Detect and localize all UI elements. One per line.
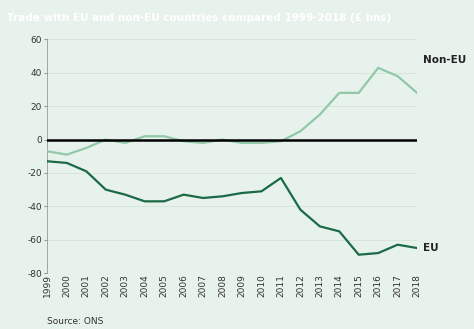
Text: Trade with EU and non-EU countries compared 1999-2018 (£ bns): Trade with EU and non-EU countries compa… — [7, 13, 392, 23]
Text: Non-EU: Non-EU — [423, 55, 466, 64]
Text: EU: EU — [423, 243, 438, 253]
Text: Source: ONS: Source: ONS — [47, 317, 104, 326]
